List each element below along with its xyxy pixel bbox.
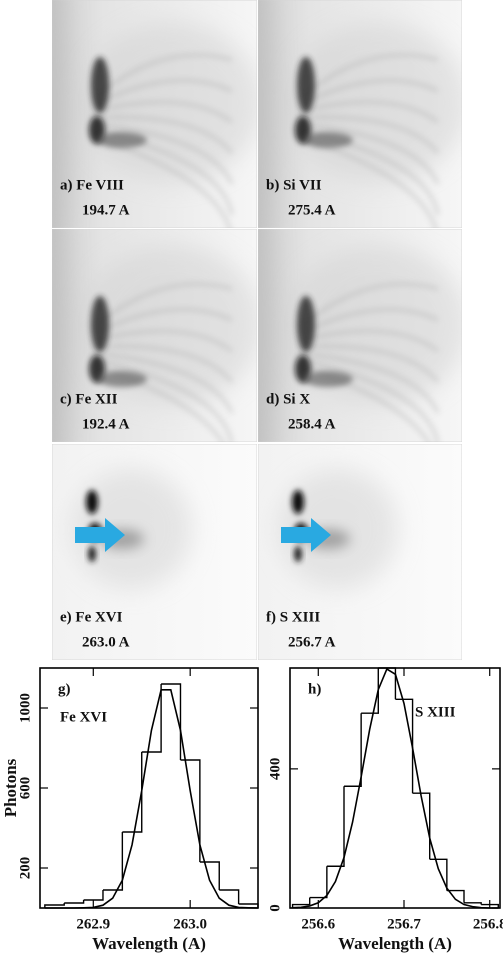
histogram-bin (84, 890, 103, 900)
x-tick-label: 256.8 (473, 916, 503, 932)
panel-wavelength: 192.4 A (82, 416, 130, 432)
panel-label: c) Fe XII (60, 391, 118, 407)
feature (97, 371, 147, 387)
annotation: Fe XVI (60, 709, 107, 725)
image-panel (52, 444, 257, 660)
histogram-bin (219, 890, 238, 904)
annotation: S XIII (415, 704, 456, 720)
histogram-bin (64, 900, 83, 903)
figure: a) Fe VIII 194.7 A b) Si VII 275.4 A c) Fe X… (0, 0, 503, 953)
x-tick-label: 263.0 (173, 916, 207, 932)
feature (297, 296, 315, 352)
panel-label: e) Fe XVI (60, 609, 123, 625)
panel-wavelength: 258.4 A (288, 416, 336, 432)
feature (294, 546, 302, 562)
histogram-bin (430, 859, 447, 890)
histogram-bin (464, 903, 481, 905)
feature (97, 132, 147, 148)
feature (292, 490, 304, 514)
feature (303, 371, 353, 387)
feature (86, 490, 98, 514)
feature (297, 57, 315, 113)
histogram-bin (103, 832, 122, 890)
histogram-bin (180, 760, 199, 862)
histogram-bin (327, 786, 344, 866)
plot: 256.6 256.7 256.8 0 400 h) S XIII Wavelength (A… (267, 668, 503, 953)
panel-wavelength: 275.4 A (288, 202, 336, 218)
x-tick-label: 256.6 (301, 916, 335, 932)
image-panels: a) Fe VIII 194.7 A b) Si VII 275.4 A c) Fe X… (17, 0, 468, 660)
panel-wavelength: 194.7 A (82, 202, 130, 218)
x-tick-label: 256.7 (387, 916, 421, 932)
x-axis-label: Wavelength (A) (92, 934, 206, 953)
panel-label: a) Fe VIII (60, 177, 124, 193)
histogram-bin (161, 684, 180, 760)
y-tick-label: 0 (267, 904, 283, 912)
y-tick-label: 400 (267, 758, 283, 781)
panel-label: b) Si VII (266, 177, 322, 193)
y-tick-label: 200 (17, 857, 33, 880)
plot-frame (40, 668, 258, 908)
feature (303, 132, 353, 148)
panel-wavelength: 263.0 A (82, 634, 130, 650)
histogram-bin (361, 668, 378, 713)
fit-curve (293, 669, 499, 908)
histogram-bin (122, 752, 141, 832)
histogram-bin (200, 862, 219, 890)
panel-label: h) (308, 681, 321, 697)
plot-frame (290, 668, 500, 908)
x-axis-label: Wavelength (A) (338, 934, 452, 953)
image-panel (258, 444, 462, 660)
feature (88, 546, 96, 562)
panel-label: f) S XIII (266, 609, 320, 625)
y-tick-label: 1000 (17, 693, 33, 723)
y-axis-label: Photons (1, 758, 20, 817)
histogram-bin (344, 713, 361, 786)
panel-label: g) (58, 681, 71, 697)
feature (91, 296, 109, 352)
histogram-bin (310, 866, 327, 897)
panel-label: d) Si X (266, 391, 310, 407)
histogram-bin (142, 684, 161, 752)
histogram-bin (395, 699, 412, 793)
panel-wavelength: 256.7 A (288, 634, 336, 650)
x-tick-label: 262.9 (76, 916, 110, 932)
feature (91, 57, 109, 113)
